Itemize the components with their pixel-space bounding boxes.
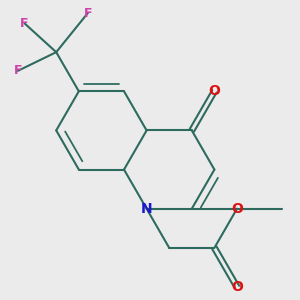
Text: F: F [84,7,92,20]
Text: F: F [14,64,22,77]
Text: O: O [231,280,243,294]
Text: N: N [141,202,152,216]
Text: O: O [208,84,220,98]
Text: O: O [231,202,243,216]
Text: F: F [20,17,29,30]
